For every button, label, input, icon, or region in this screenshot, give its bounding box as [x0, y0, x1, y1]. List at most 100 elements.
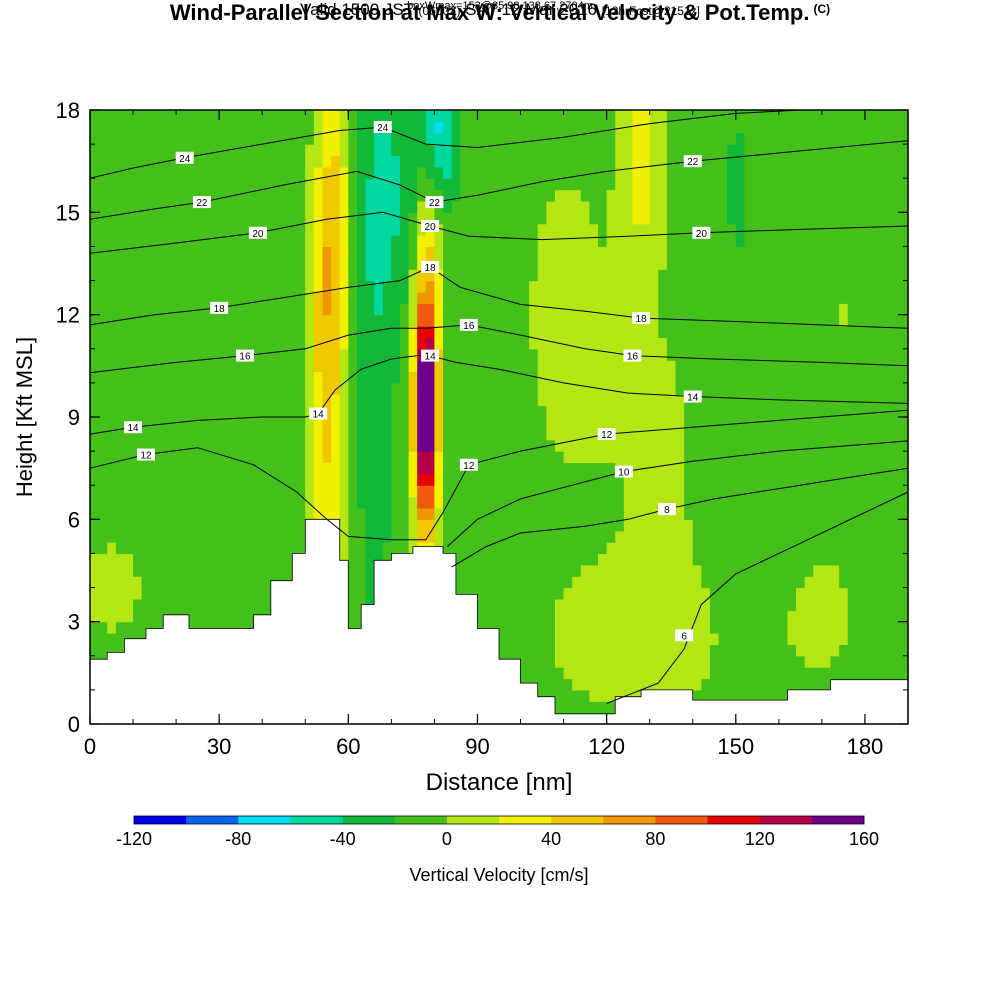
velocity-cell: [201, 405, 212, 418]
velocity-cell: [598, 348, 608, 361]
velocity-cell: [399, 144, 410, 157]
velocity-cell: [356, 462, 367, 475]
velocity-cell: [210, 405, 220, 418]
velocity-cell: [262, 189, 272, 202]
velocity-cell: [434, 382, 444, 395]
velocity-cell: [615, 144, 625, 157]
velocity-cell: [167, 257, 177, 270]
velocity-cell: [770, 291, 780, 304]
velocity-cell: [882, 610, 892, 623]
velocity-cell: [761, 348, 771, 361]
velocity-cell: [813, 110, 823, 122]
velocity-cell: [839, 360, 849, 373]
velocity-cell: [365, 178, 375, 191]
velocity-cell: [184, 451, 194, 464]
velocity-cell: [331, 348, 341, 361]
velocity-cell: [477, 200, 487, 213]
velocity-cell: [778, 496, 789, 509]
velocity-cell: [90, 519, 100, 532]
velocity-cell: [537, 633, 547, 646]
velocity-cell: [572, 257, 582, 270]
velocity-cell: [417, 451, 427, 464]
velocity-cell: [193, 485, 203, 498]
velocity-cell: [193, 144, 203, 157]
velocity-cell: [623, 303, 634, 316]
velocity-cell: [262, 485, 272, 498]
velocity-cell: [98, 576, 108, 589]
velocity-cell: [193, 189, 203, 202]
velocity-cell: [744, 280, 754, 293]
velocity-cell: [554, 371, 565, 384]
velocity-cell: [210, 417, 220, 429]
velocity-cell: [158, 246, 169, 259]
velocity-cell: [546, 291, 556, 304]
velocity-cell: [124, 587, 134, 600]
velocity-cell: [753, 337, 763, 350]
velocity-cell: [107, 269, 117, 282]
velocity-cell: [107, 519, 117, 532]
velocity-cell: [133, 291, 143, 304]
velocity-cell: [150, 235, 160, 248]
velocity-cell: [167, 507, 177, 520]
velocity-cell: [709, 667, 720, 680]
velocity-cell: [176, 303, 186, 316]
velocity-cell: [296, 542, 306, 555]
velocity-cell: [778, 257, 789, 270]
velocity-cell: [666, 473, 677, 486]
velocity-cell: [460, 166, 470, 179]
velocity-cell: [864, 326, 875, 339]
velocity-cell: [219, 564, 229, 577]
velocity-cell: [511, 371, 522, 384]
velocity-cell: [770, 269, 780, 282]
velocity-cell: [511, 621, 522, 634]
velocity-cell: [98, 326, 108, 339]
velocity-cell: [572, 485, 582, 498]
velocity-cell: [434, 246, 444, 259]
velocity-cell: [425, 166, 436, 179]
velocity-cell: [770, 405, 780, 418]
velocity-cell: [632, 235, 642, 248]
velocity-cell: [150, 394, 160, 407]
velocity-cell: [176, 519, 186, 532]
velocity-cell: [709, 542, 720, 555]
velocity-cell: [503, 394, 513, 407]
velocity-cell: [778, 542, 789, 555]
velocity-cell: [348, 439, 358, 452]
velocity-cell: [107, 576, 117, 589]
velocity-cell: [753, 223, 763, 236]
velocity-cell: [580, 633, 591, 646]
velocity-cell: [701, 689, 711, 702]
velocity-cell: [744, 462, 754, 475]
velocity-cell: [244, 189, 255, 202]
velocity-cell: [322, 200, 332, 213]
velocity-cell: [451, 166, 461, 179]
velocity-cell: [90, 337, 100, 350]
velocity-cell: [641, 485, 651, 498]
velocity-cell: [839, 485, 849, 498]
velocity-cell: [107, 110, 117, 122]
velocity-cell: [666, 462, 677, 475]
velocity-cell: [666, 519, 677, 532]
velocity-cell: [115, 235, 126, 248]
velocity-cell: [477, 405, 487, 418]
velocity-cell: [632, 678, 642, 691]
velocity-cell: [477, 235, 487, 248]
velocity-cell: [804, 314, 814, 327]
velocity-cell: [201, 485, 212, 498]
velocity-cell: [434, 121, 444, 134]
velocity-cell: [804, 496, 814, 509]
velocity-cell: [494, 326, 504, 339]
velocity-cell: [675, 519, 685, 532]
velocity-cell: [606, 587, 616, 600]
velocity-cell: [839, 564, 849, 577]
velocity-cell: [641, 417, 651, 429]
velocity-cell: [546, 348, 556, 361]
velocity-cell: [339, 496, 349, 509]
velocity-cell: [520, 360, 530, 373]
velocity-cell: [494, 235, 504, 248]
velocity-cell: [219, 144, 229, 157]
velocity-cell: [434, 280, 444, 293]
velocity-cell: [382, 291, 392, 304]
velocity-cell: [873, 473, 883, 486]
velocity-cell: [529, 223, 539, 236]
